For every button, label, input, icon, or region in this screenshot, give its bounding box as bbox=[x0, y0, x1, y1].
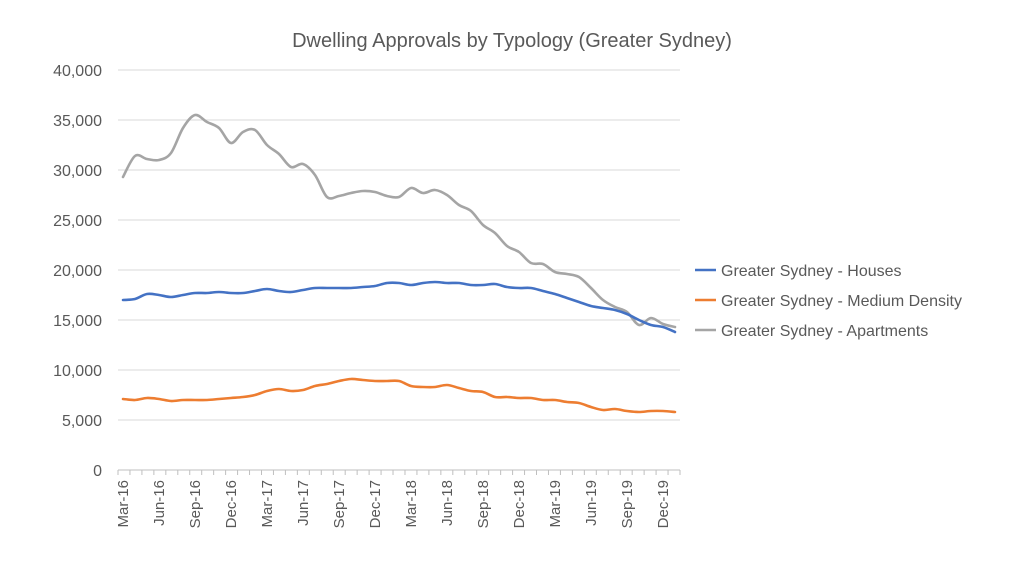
x-tick-label: Jun-16 bbox=[151, 480, 168, 526]
x-axis-ticks: Mar-16 Jun-16 Sep-16 Dec-16 Mar-17 Jun-17 Sep-… bbox=[115, 470, 681, 528]
x-tick-label: Sep-19 bbox=[619, 480, 636, 528]
series-line-medium-density bbox=[121, 377, 677, 414]
x-tick-label: Mar-19 bbox=[547, 480, 564, 528]
x-tick-label: Sep-16 bbox=[187, 480, 204, 528]
y-tick-label: 20,000 bbox=[53, 263, 102, 280]
y-axis-ticks: 0 5,000 10,000 15,000 20,000 25,000 30,000 35,0… bbox=[53, 63, 102, 480]
x-tick-label: Mar-18 bbox=[403, 480, 420, 528]
x-tick-label: Mar-17 bbox=[259, 480, 276, 528]
legend: Greater Sydney - Houses Greater Sydney - … bbox=[695, 263, 962, 340]
x-tick-label: Dec-16 bbox=[223, 480, 240, 528]
y-tick-label: 40,000 bbox=[53, 63, 102, 80]
x-tick-label: Jun-17 bbox=[295, 480, 312, 526]
y-tick-label: 30,000 bbox=[53, 163, 102, 180]
x-tick-label: Dec-18 bbox=[511, 480, 528, 528]
y-tick-label: 10,000 bbox=[53, 363, 102, 380]
y-tick-label: 35,000 bbox=[53, 113, 102, 130]
y-tick-label: 15,000 bbox=[53, 313, 102, 330]
series-lines bbox=[121, 113, 677, 414]
x-tick-label: Mar-16 bbox=[115, 480, 132, 528]
x-tick-label: Dec-17 bbox=[367, 480, 384, 528]
x-tick-label: Jun-19 bbox=[583, 480, 600, 526]
x-tick-label: Dec-19 bbox=[655, 480, 672, 528]
x-tick-label: Jun-18 bbox=[439, 480, 456, 526]
series-line-houses bbox=[121, 280, 677, 334]
chart-title: Dwelling Approvals by Typology (Greater … bbox=[292, 30, 732, 52]
legend-label: Greater Sydney - Medium Density bbox=[721, 293, 962, 310]
y-tick-label: 5,000 bbox=[62, 413, 102, 430]
series-line-apartments bbox=[121, 113, 677, 329]
y-tick-label: 25,000 bbox=[53, 213, 102, 230]
gridlines bbox=[118, 69, 680, 471]
y-tick-label: 0 bbox=[93, 463, 102, 480]
legend-label: Greater Sydney - Apartments bbox=[721, 323, 928, 340]
x-tick-label: Sep-17 bbox=[331, 480, 348, 528]
x-tick-label: Sep-18 bbox=[475, 480, 492, 528]
legend-label: Greater Sydney - Houses bbox=[721, 263, 902, 280]
